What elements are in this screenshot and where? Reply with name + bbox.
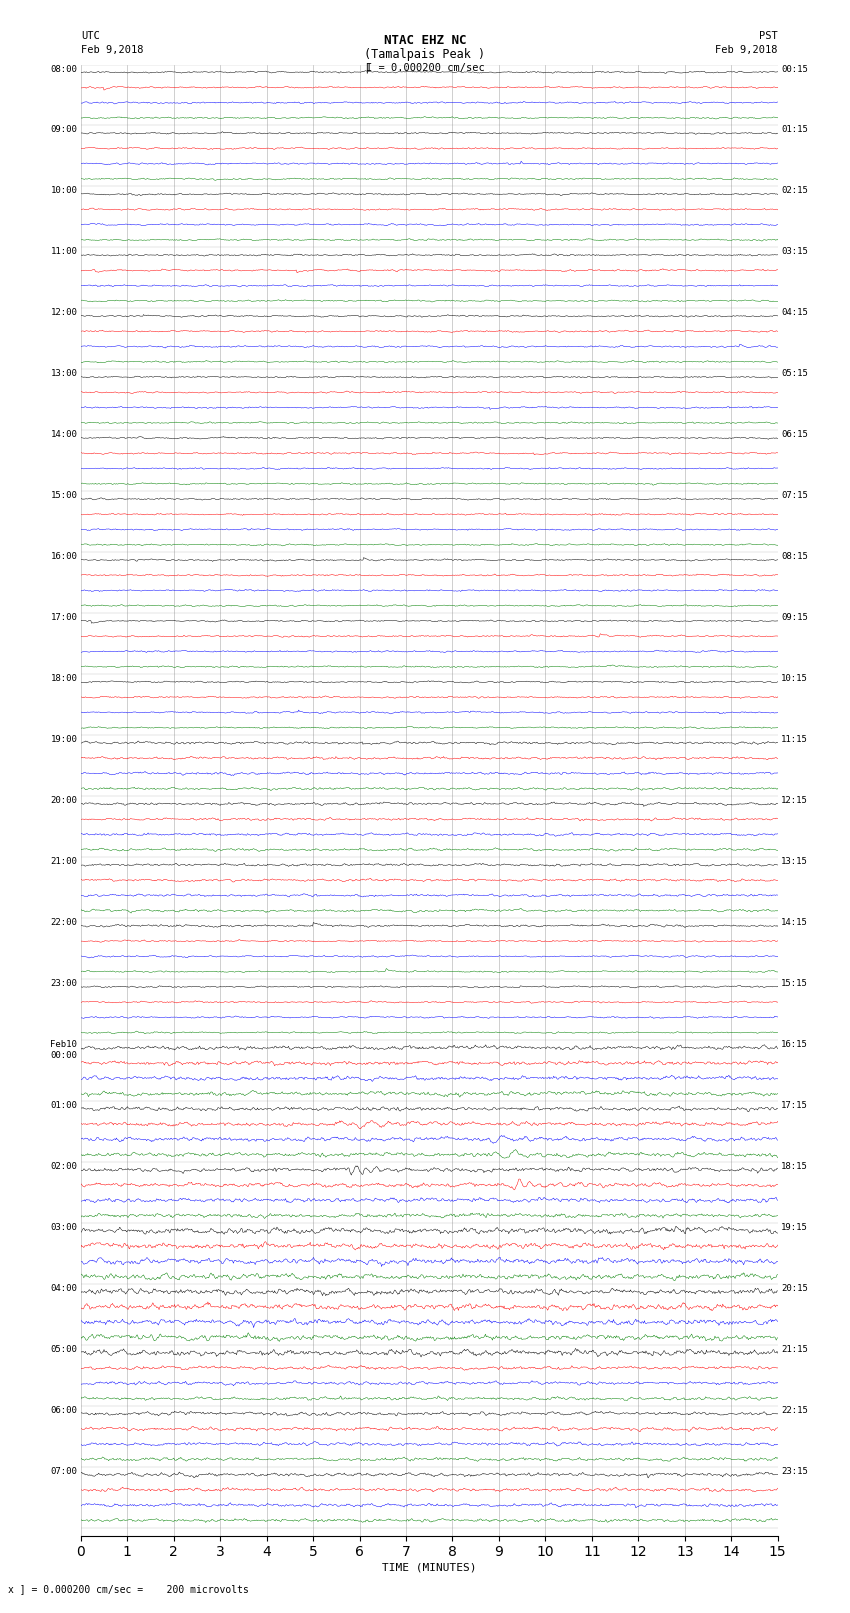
Text: 10:15: 10:15 [781,674,808,684]
X-axis label: TIME (MINUTES): TIME (MINUTES) [382,1561,477,1573]
Text: NTAC EHZ NC: NTAC EHZ NC [383,34,467,47]
Text: 04:00: 04:00 [50,1284,77,1294]
Text: 02:00: 02:00 [50,1161,77,1171]
Text: 22:15: 22:15 [781,1407,808,1415]
Text: 13:15: 13:15 [781,857,808,866]
Text: 03:15: 03:15 [781,247,808,256]
Text: I = 0.000200 cm/sec: I = 0.000200 cm/sec [366,63,484,73]
Text: 12:15: 12:15 [781,797,808,805]
Text: 15:15: 15:15 [781,979,808,989]
Text: 23:00: 23:00 [50,979,77,989]
Text: 01:00: 01:00 [50,1102,77,1110]
Text: 18:15: 18:15 [781,1161,808,1171]
Text: 21:15: 21:15 [781,1345,808,1353]
Text: 05:00: 05:00 [50,1345,77,1353]
Text: 18:00: 18:00 [50,674,77,684]
Text: 17:00: 17:00 [50,613,77,623]
Text: 08:00: 08:00 [50,65,77,74]
Text: 02:15: 02:15 [781,187,808,195]
Text: 19:15: 19:15 [781,1223,808,1232]
Text: x ] = 0.000200 cm/sec =    200 microvolts: x ] = 0.000200 cm/sec = 200 microvolts [8,1584,249,1594]
Text: 13:00: 13:00 [50,369,77,379]
Text: 21:00: 21:00 [50,857,77,866]
Text: 17:15: 17:15 [781,1102,808,1110]
Text: 15:00: 15:00 [50,492,77,500]
Text: 03:00: 03:00 [50,1223,77,1232]
Text: 06:15: 06:15 [781,431,808,439]
Text: 14:00: 14:00 [50,431,77,439]
Text: UTC: UTC [81,31,99,40]
Text: (Tamalpais Peak ): (Tamalpais Peak ) [365,48,485,61]
Text: 20:00: 20:00 [50,797,77,805]
Text: 20:15: 20:15 [781,1284,808,1294]
Text: 23:15: 23:15 [781,1466,808,1476]
Text: 10:00: 10:00 [50,187,77,195]
Text: 05:15: 05:15 [781,369,808,379]
Text: Feb10
00:00: Feb10 00:00 [50,1040,77,1060]
Text: 16:15: 16:15 [781,1040,808,1048]
Text: 09:15: 09:15 [781,613,808,623]
Text: 08:15: 08:15 [781,552,808,561]
Text: 01:15: 01:15 [781,126,808,134]
Text: 06:00: 06:00 [50,1407,77,1415]
Text: 14:15: 14:15 [781,918,808,927]
Text: Feb 9,2018: Feb 9,2018 [81,45,144,55]
Text: 11:15: 11:15 [781,736,808,744]
Text: 00:15: 00:15 [781,65,808,74]
Text: 12:00: 12:00 [50,308,77,318]
Text: 07:15: 07:15 [781,492,808,500]
Text: 22:00: 22:00 [50,918,77,927]
Text: PST: PST [759,31,778,40]
Text: 09:00: 09:00 [50,126,77,134]
Text: 04:15: 04:15 [781,308,808,318]
Text: |: | [363,63,370,74]
Text: Feb 9,2018: Feb 9,2018 [715,45,778,55]
Text: 11:00: 11:00 [50,247,77,256]
Text: 07:00: 07:00 [50,1466,77,1476]
Text: 19:00: 19:00 [50,736,77,744]
Text: 16:00: 16:00 [50,552,77,561]
